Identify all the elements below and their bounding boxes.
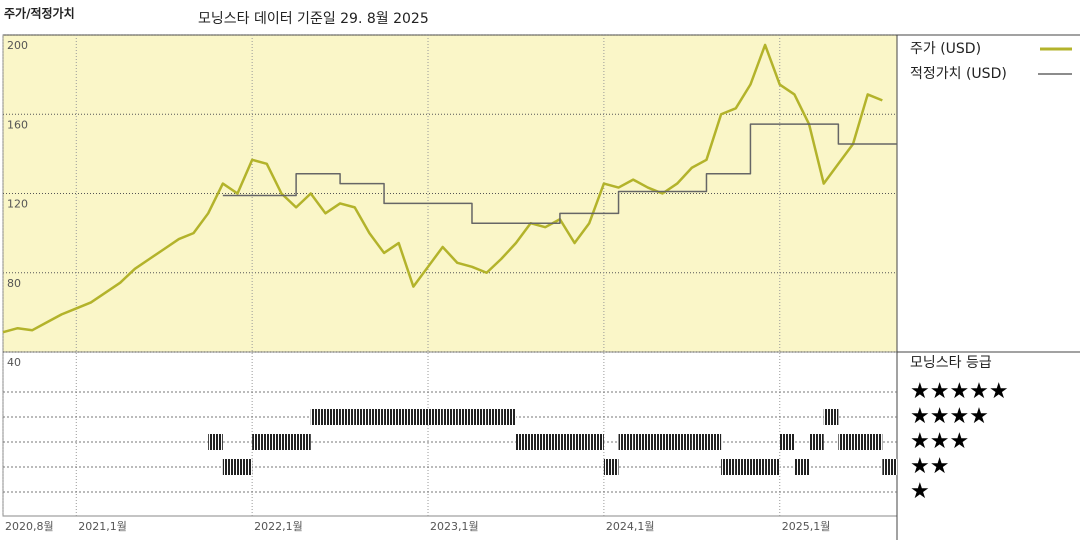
series-line — [2, 43, 883, 334]
rating-mark — [691, 434, 707, 450]
x-tick-label: 2023,1월 — [430, 520, 479, 533]
rating-mark — [823, 409, 839, 425]
rating-mark — [384, 409, 399, 425]
y-tick-label: 40 — [7, 356, 21, 369]
rating-mark — [603, 459, 619, 475]
rating-mark — [369, 409, 385, 425]
rating-mark — [501, 409, 516, 425]
rating-mark — [266, 434, 282, 450]
x-tick-label: 2022,1월 — [254, 520, 303, 533]
rating-mark — [735, 459, 751, 475]
rating-label: ★★★★★ — [910, 379, 1009, 404]
rating-mark — [545, 434, 560, 450]
chart-title: 주가/적정가치 — [4, 6, 75, 21]
rating-mark — [413, 409, 429, 425]
rating-mark — [471, 409, 487, 425]
rating-mark — [428, 409, 443, 425]
rating-mark — [296, 434, 311, 450]
rating-mark — [325, 409, 341, 425]
rating-mark — [354, 409, 370, 425]
rating-label: ★ — [910, 479, 930, 504]
legend-label: 적정가치 (USD) — [910, 66, 1007, 82]
rating-mark — [647, 434, 663, 450]
rating-mark — [530, 434, 546, 450]
rating-mark — [662, 434, 678, 450]
y-tick-label: 80 — [7, 277, 21, 290]
rating-mark — [765, 459, 780, 475]
rating-mark — [310, 409, 326, 425]
rating-mark — [794, 459, 810, 475]
series-line — [222, 123, 897, 224]
y-tick-label: 120 — [7, 198, 28, 211]
rating-mark — [340, 409, 355, 425]
rating-mark — [515, 434, 531, 450]
rating-mark — [486, 409, 502, 425]
rating-label: ★★★★ — [910, 404, 989, 429]
rating-mark — [706, 434, 722, 450]
rating-mark — [252, 434, 267, 450]
rating-label: ★★ — [910, 454, 949, 479]
rating-mark — [838, 434, 854, 450]
rating-mark — [633, 434, 648, 450]
y-tick-label: 200 — [7, 39, 28, 52]
rating-mark — [882, 459, 897, 475]
legend-label: 주가 (USD) — [910, 41, 981, 57]
x-tick-label: 2025,1월 — [782, 520, 831, 533]
rating-mark — [442, 409, 458, 425]
chart-subtitle: 모닝스타 데이터 기준일 29. 8월 2025 — [198, 11, 429, 27]
rating-mark — [457, 409, 472, 425]
y-tick-label: 160 — [7, 118, 28, 131]
rating-label: ★★★ — [910, 429, 969, 454]
rating-mark — [222, 459, 238, 475]
rating-mark — [208, 434, 223, 450]
rating-mark — [237, 459, 253, 475]
rating-mark — [721, 459, 736, 475]
x-tick-label: 2020,8월 — [5, 520, 54, 533]
rating-mark — [618, 434, 634, 450]
x-tick-label: 2021,1월 — [78, 520, 127, 533]
rating-panel — [2, 351, 898, 517]
rating-mark — [779, 434, 795, 450]
rating-mark — [677, 434, 692, 450]
rating-mark — [867, 434, 883, 450]
x-tick-label: 2024,1월 — [606, 520, 655, 533]
rating-mark — [559, 434, 575, 450]
rating-mark — [281, 434, 297, 450]
rating-mark — [398, 409, 414, 425]
rating-mark — [750, 459, 766, 475]
rating-mark — [853, 434, 868, 450]
rating-mark — [589, 434, 604, 450]
rating-mark — [809, 434, 824, 450]
rating-title: 모닝스타 등급 — [910, 355, 992, 371]
rating-mark — [574, 434, 590, 450]
